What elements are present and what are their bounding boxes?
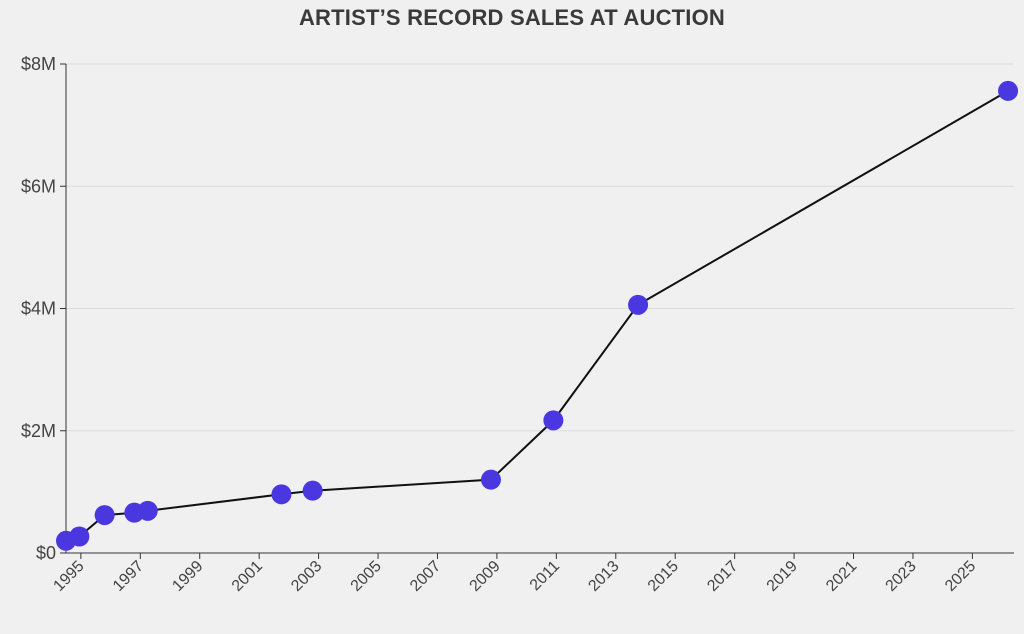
x-tick-label: 2007 [407, 558, 444, 595]
x-tick-label: 2011 [527, 558, 563, 594]
data-point [137, 500, 158, 521]
data-point [480, 469, 501, 490]
data-point [69, 526, 90, 547]
x-tick-label: 2009 [467, 558, 504, 595]
x-tick-label: 2019 [764, 558, 801, 595]
data-point [998, 80, 1019, 101]
y-axis-ticks: $0 $2M $4M $6M $8M [21, 54, 66, 563]
y-tick-label: $0 [36, 543, 56, 563]
data-point [628, 294, 649, 315]
x-tick-label: 2025 [942, 558, 979, 595]
x-axis-ticks: 1995 1997 1999 2001 2003 2005 2007 2009 2011 2013… [50, 553, 979, 595]
x-tick-label: 1997 [110, 558, 147, 595]
data-point [302, 480, 323, 501]
x-tick-label: 1999 [169, 558, 206, 595]
x-tick-label: 1995 [50, 558, 87, 595]
chart-title: ARTIST’S RECORD SALES AT AUCTION [298, 5, 726, 30]
x-tick-label: 2021 [823, 558, 860, 595]
x-tick-label: 2015 [645, 558, 682, 595]
y-tick-label: $6M [21, 176, 56, 196]
series-line [65, 90, 1009, 542]
y-tick-label: $4M [21, 299, 56, 319]
data-point [94, 505, 115, 526]
x-tick-label: 2005 [348, 558, 385, 595]
y-tick-label: $8M [21, 54, 56, 74]
grid-lines [66, 63, 1014, 432]
x-tick-label: 2003 [288, 558, 325, 595]
data-points [56, 80, 1019, 551]
x-tick-label: 2017 [704, 558, 741, 595]
x-tick-label: 2023 [883, 558, 920, 595]
y-tick-label: $2M [21, 421, 56, 441]
data-point [543, 410, 564, 431]
data-point [271, 484, 292, 505]
x-tick-label: 2013 [585, 558, 622, 595]
x-tick-label: 2001 [229, 558, 266, 595]
